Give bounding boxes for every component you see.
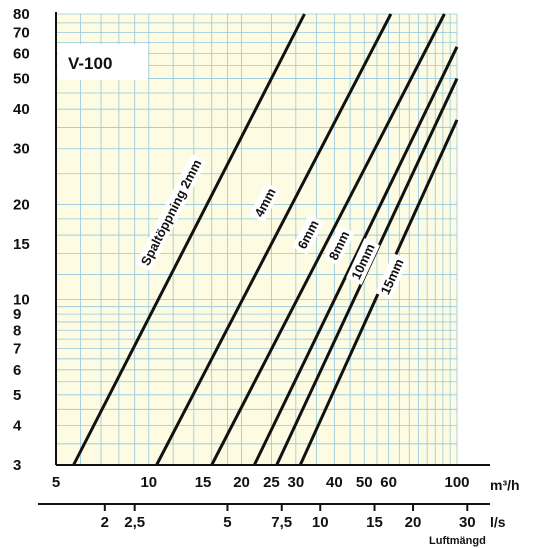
y-tick-label: 70 (13, 24, 30, 41)
y-tick-label: 20 (13, 196, 30, 213)
y-tick-label: 5 (13, 387, 21, 404)
series-label-bg (135, 153, 207, 272)
y-tick-label: 30 (13, 141, 30, 158)
x2-tick-label: 5 (223, 514, 231, 531)
series-line (210, 13, 446, 466)
y-tick-label: 6 (13, 362, 21, 379)
y-tick-label: 9 (13, 306, 21, 323)
x-unit-label: m³/h (490, 477, 520, 493)
chart-title: V-100 (68, 54, 112, 73)
y-tick-label: 3 (13, 457, 21, 474)
x-tick-label: 25 (263, 474, 280, 491)
plot-area (56, 14, 457, 465)
x-tick-label: 20 (233, 474, 250, 491)
x-tick-label: 60 (380, 474, 397, 491)
x-axis-caption: Luftmängd (429, 535, 486, 547)
series-line (155, 13, 393, 466)
x2-unit-label: l/s (490, 514, 506, 530)
y-tick-label: 40 (13, 101, 30, 118)
y-tick-label: 4 (13, 417, 22, 434)
x2-tick-label: 20 (405, 514, 422, 531)
series-label-bg (346, 238, 380, 285)
axes (38, 12, 490, 511)
y-tick-label: 7 (13, 341, 21, 358)
x-tick-label: 30 (287, 474, 304, 491)
x2-tick-label: 30 (459, 514, 476, 531)
series-label-bg (375, 253, 409, 300)
x-tick-label: 50 (356, 474, 373, 491)
x-tick-label: 5 (52, 474, 60, 491)
series-label-bg (249, 182, 281, 223)
series-label-bg (323, 225, 355, 266)
x-tick-label: 100 (444, 474, 469, 491)
x2-tick-label: 2 (101, 514, 109, 531)
x-tick-label: 40 (326, 474, 343, 491)
x-tick-label: 15 (195, 474, 212, 491)
y-tick-label: 10 (13, 292, 30, 309)
x2-tick-label: 15 (366, 514, 383, 531)
y-tick-label: 50 (13, 71, 30, 88)
y-tick-label: 60 (13, 46, 30, 63)
series-line (72, 13, 306, 466)
x-tick-label: 10 (140, 474, 157, 491)
x2-tick-label: 2,5 (124, 514, 145, 531)
y-tick-label: 15 (13, 236, 30, 253)
chart-title-box (58, 44, 148, 80)
series-label-group: 8mm (323, 225, 355, 266)
y-tick-label: 8 (13, 322, 21, 339)
x2-tick-label: 10 (312, 514, 329, 531)
series-label-bg (292, 214, 324, 255)
x2-tick-label: 7,5 (271, 514, 292, 531)
y-tick-label: 80 (13, 6, 30, 23)
series-line (252, 46, 459, 466)
